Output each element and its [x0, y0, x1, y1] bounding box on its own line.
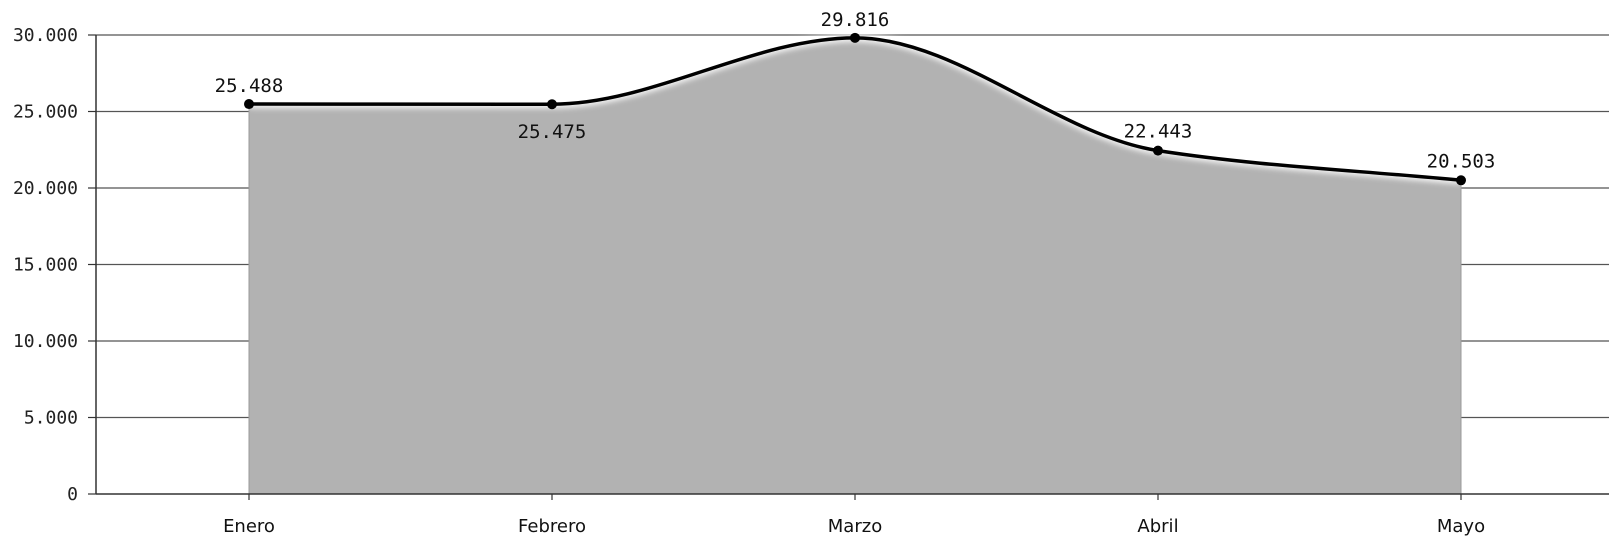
y-tick-label: 25.000: [13, 102, 78, 123]
data-label: 20.503: [1427, 150, 1496, 172]
y-axis-ticks: 0 5.000 10.000 15.000 20.000 25.000 30.000: [13, 25, 96, 505]
data-point: [1153, 145, 1163, 156]
data-labels: 25.488 25.475 29.816 22.443 20.503: [215, 9, 1496, 172]
y-tick-label: 30.000: [13, 25, 78, 46]
x-tick-label: Febrero: [518, 516, 586, 537]
data-label: 29.816: [821, 9, 890, 31]
data-label: 25.488: [215, 75, 284, 97]
y-tick-label: 5.000: [24, 408, 78, 429]
data-points: [244, 32, 1466, 186]
y-tick-label: 15.000: [13, 255, 78, 276]
y-tick-label: 20.000: [13, 178, 78, 199]
x-tick-label: Mayo: [1437, 516, 1485, 537]
data-point: [850, 32, 860, 43]
y-tick-label: 0: [67, 484, 78, 505]
x-axis-ticks: Enero Febrero Marzo Abril Mayo: [223, 494, 1485, 537]
y-tick-label: 10.000: [13, 331, 78, 352]
data-point: [1456, 175, 1466, 186]
x-tick-label: Enero: [223, 516, 275, 537]
data-label: 25.475: [518, 121, 587, 143]
data-point: [244, 99, 254, 110]
data-point: [547, 99, 557, 110]
x-tick-label: Abril: [1137, 516, 1178, 537]
data-label: 22.443: [1124, 121, 1193, 143]
x-tick-label: Marzo: [828, 516, 882, 537]
